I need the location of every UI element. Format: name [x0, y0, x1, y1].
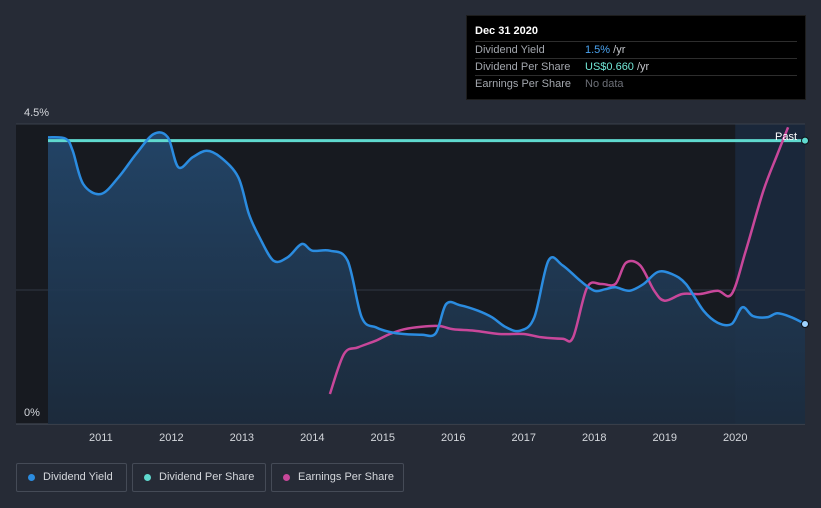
legend-dot-icon — [28, 474, 35, 481]
tooltip: Dec 31 2020 Dividend Yield 1.5% /yr Divi… — [466, 15, 806, 100]
tooltip-label: Earnings Per Share — [475, 78, 571, 90]
past-label: Past — [775, 131, 797, 143]
dividend-per-share-end-marker[interactable] — [801, 136, 809, 145]
tooltip-value: No data — [585, 78, 624, 90]
legend-label: Earnings Per Share — [298, 471, 394, 483]
y-tick-label-top: 4.5% — [24, 107, 49, 119]
tooltip-row-dividend-yield: Dividend Yield 1.5% /yr — [475, 41, 797, 58]
tooltip-value-number: US$0.660 — [585, 61, 634, 73]
tooltip-value: US$0.660 /yr — [585, 59, 649, 75]
tooltip-value: 1.5% /yr — [585, 42, 625, 58]
tooltip-value-unit: /yr — [610, 44, 626, 56]
legend-item-earnings-per-share[interactable]: Earnings Per Share — [271, 463, 404, 492]
dividend-yield-line — [47, 131, 806, 338]
tooltip-label: Dividend Yield — [475, 44, 545, 56]
x-tick-label: 2014 — [300, 432, 324, 444]
dividend-yield-area — [48, 132, 805, 424]
tooltip-date: Dec 31 2020 — [475, 25, 538, 37]
legend-item-dividend-per-share[interactable]: Dividend Per Share — [132, 463, 266, 492]
x-tick-label: 2019 — [652, 432, 676, 444]
x-tick-label: 2018 — [582, 432, 606, 444]
legend-item-dividend-yield[interactable]: Dividend Yield — [16, 463, 127, 492]
x-tick-label: 2016 — [441, 432, 465, 444]
x-tick-label: 2012 — [159, 432, 183, 444]
tooltip-row-earnings-per-share: Earnings Per Share No data — [475, 75, 797, 92]
legend-label: Dividend Yield — [43, 471, 113, 483]
x-tick-label: 2015 — [371, 432, 395, 444]
earnings-per-share-line — [328, 126, 790, 395]
y-tick-label-bottom: 0% — [24, 407, 40, 419]
tooltip-label: Dividend Per Share — [475, 61, 571, 73]
tooltip-value-number: 1.5% — [585, 44, 611, 56]
x-axis-ticks: 2011 2012 2013 2014 2015 2016 2017 2018 2019 2020 — [89, 432, 747, 444]
x-tick-label: 2020 — [723, 432, 747, 444]
legend-dot-icon — [144, 474, 151, 481]
tooltip-row-dividend-per-share: Dividend Per Share US$0.660 /yr — [475, 58, 797, 75]
dividend-yield-end-marker[interactable] — [801, 320, 809, 328]
x-tick-label: 2017 — [512, 432, 536, 444]
x-tick-label: 2011 — [89, 432, 113, 444]
x-tick-label: 2013 — [230, 432, 254, 444]
legend-label: Dividend Per Share — [159, 471, 255, 483]
legend-dot-icon — [283, 474, 290, 481]
tooltip-value-unit: /yr — [633, 61, 650, 73]
